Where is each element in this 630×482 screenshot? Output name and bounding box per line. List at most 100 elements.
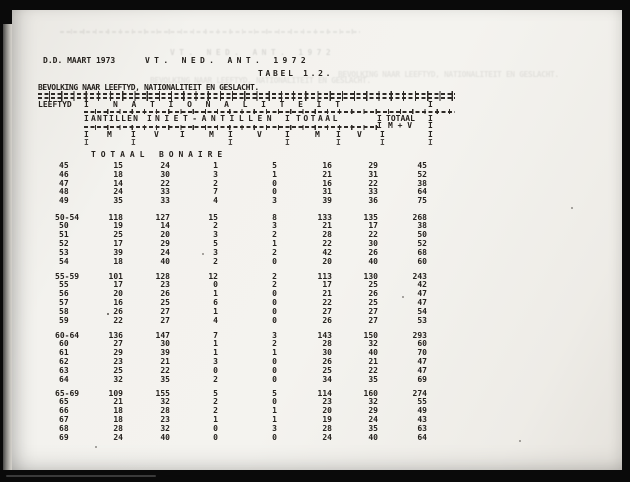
table-row: 55 17 23 0 2 17 25 42 bbox=[12, 280, 622, 289]
value-cell: 21 bbox=[322, 289, 332, 299]
value-cell: 160 bbox=[363, 388, 378, 398]
value-cell: 1 bbox=[213, 289, 218, 299]
col-header-v: V bbox=[357, 129, 362, 139]
value-cell: 3 bbox=[272, 221, 277, 231]
age-label: 49 bbox=[59, 196, 69, 206]
value-cell: 2 bbox=[272, 247, 277, 257]
value-cell: 109 bbox=[108, 388, 123, 398]
value-cell: 114 bbox=[317, 388, 332, 398]
table-row: 53 39 24 3 2 42 26 68 bbox=[12, 248, 622, 257]
table-divider: I bbox=[428, 137, 433, 147]
table-rule bbox=[38, 95, 455, 101]
age-label: 66 bbox=[59, 406, 69, 416]
value-cell: 30 bbox=[368, 238, 378, 248]
value-cell: 1 bbox=[272, 348, 277, 358]
value-cell: 22 bbox=[322, 297, 332, 307]
value-cell: 22 bbox=[113, 315, 123, 325]
table-divider: I bbox=[131, 137, 136, 147]
value-cell: 0 bbox=[213, 423, 218, 433]
value-cell: 27 bbox=[160, 306, 170, 316]
value-cell: 25 bbox=[113, 230, 123, 240]
table-row: 50-54 118 127 15 8 133 135 268 bbox=[12, 213, 622, 222]
value-cell: 29 bbox=[368, 406, 378, 416]
value-cell: 70 bbox=[417, 348, 427, 358]
value-cell: 39 bbox=[160, 348, 170, 358]
value-cell: 47 bbox=[417, 365, 427, 375]
age-label: 46 bbox=[59, 169, 69, 179]
value-cell: 3 bbox=[213, 356, 218, 366]
value-cell: 47 bbox=[417, 297, 427, 307]
table-row: 46 18 30 3 1 21 31 52 bbox=[12, 170, 622, 179]
value-cell: 2 bbox=[213, 256, 218, 266]
value-cell: 1 bbox=[272, 406, 277, 416]
col-header-antillen: ANTILLEN bbox=[91, 113, 140, 123]
table-divider: I bbox=[377, 121, 382, 130]
table-rule bbox=[38, 91, 455, 96]
paper-speck bbox=[202, 253, 204, 255]
value-cell: 33 bbox=[160, 196, 170, 206]
value-cell: 19 bbox=[113, 221, 123, 231]
paper-speck bbox=[571, 207, 573, 209]
value-cell: 268 bbox=[412, 212, 427, 222]
col-header-leeftyd: LEEFTYD bbox=[38, 100, 72, 109]
table-row: 67 18 23 1 1 19 24 43 bbox=[12, 415, 622, 424]
value-cell: 52 bbox=[417, 238, 427, 248]
table-divider: I bbox=[84, 113, 89, 123]
table-row: 65 21 32 2 0 23 32 55 bbox=[12, 397, 622, 406]
value-cell: 150 bbox=[363, 330, 378, 340]
age-label: 60-64 bbox=[55, 330, 80, 340]
value-cell: 2 bbox=[213, 221, 218, 231]
value-cell: 18 bbox=[113, 406, 123, 416]
value-cell: 0 bbox=[272, 289, 277, 299]
value-cell: 39 bbox=[113, 247, 123, 257]
value-cell: 42 bbox=[322, 247, 332, 257]
value-cell: 12 bbox=[208, 271, 218, 281]
value-cell: 25 bbox=[368, 280, 378, 290]
value-cell: 27 bbox=[113, 339, 123, 349]
value-cell: 22 bbox=[160, 178, 170, 188]
value-cell: 17 bbox=[368, 221, 378, 231]
value-cell: 15 bbox=[113, 161, 123, 170]
value-cell: 0 bbox=[272, 356, 277, 366]
value-cell: 40 bbox=[160, 432, 170, 442]
value-cell: 130 bbox=[363, 271, 378, 281]
value-cell: 1 bbox=[213, 306, 218, 316]
age-label: 63 bbox=[59, 365, 69, 375]
value-cell: 21 bbox=[160, 356, 170, 366]
value-cell: 18 bbox=[113, 169, 123, 179]
value-cell: 34 bbox=[322, 374, 332, 384]
value-cell: 128 bbox=[155, 271, 170, 281]
value-cell: 0 bbox=[213, 432, 218, 442]
table-row: 60-64 136 147 7 3 143 150 293 bbox=[12, 331, 622, 340]
value-cell: 3 bbox=[272, 423, 277, 433]
value-cell: 2 bbox=[272, 230, 277, 240]
value-cell: 35 bbox=[160, 374, 170, 384]
value-cell: 6 bbox=[213, 297, 218, 307]
value-cell: 40 bbox=[368, 348, 378, 358]
value-cell: 1 bbox=[272, 414, 277, 424]
age-label: 54 bbox=[59, 256, 69, 266]
value-cell: 27 bbox=[368, 315, 378, 325]
table-row: 63 25 22 0 0 25 22 47 bbox=[12, 366, 622, 375]
value-cell: 20 bbox=[322, 256, 332, 266]
value-cell: 26 bbox=[322, 356, 332, 366]
table-number: TABEL 1.2. bbox=[258, 69, 334, 78]
age-label: 58 bbox=[59, 306, 69, 316]
value-cell: 24 bbox=[113, 432, 123, 442]
value-cell: 30 bbox=[160, 169, 170, 179]
value-cell: 54 bbox=[417, 306, 427, 316]
value-cell: 32 bbox=[160, 423, 170, 433]
age-label: 55 bbox=[59, 280, 69, 290]
value-cell: 31 bbox=[322, 187, 332, 197]
value-cell: 55 bbox=[417, 397, 427, 407]
value-cell: 19 bbox=[322, 414, 332, 424]
value-cell: 22 bbox=[368, 365, 378, 375]
value-cell: 22 bbox=[368, 178, 378, 188]
ghost-text: BEVOLKING NAAR LEEFTYD, NATIONALITEIT EN… bbox=[338, 70, 559, 79]
value-cell: 23 bbox=[322, 397, 332, 407]
table-divider: I bbox=[428, 100, 433, 109]
book-page-edge bbox=[3, 24, 13, 470]
table-divider: I bbox=[84, 137, 89, 147]
value-cell: 118 bbox=[108, 212, 123, 222]
